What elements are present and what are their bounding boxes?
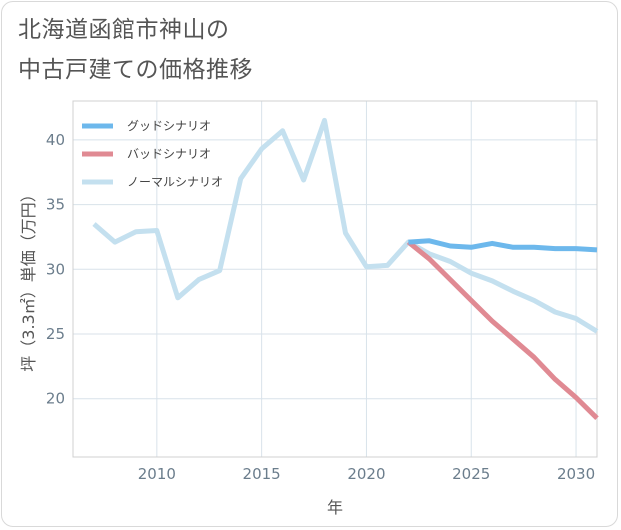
- legend-label: グッドシナリオ: [127, 119, 211, 133]
- series-line-0: [408, 238, 598, 253]
- x-tick-label: 2015: [243, 465, 281, 483]
- y-tick-label: 25: [46, 325, 65, 343]
- x-axis-label: 年: [327, 498, 343, 517]
- legend-label: ノーマルシナリオ: [127, 175, 223, 189]
- plot-area: [72, 100, 598, 458]
- series-layer: [92, 117, 599, 420]
- y-axis-label: 坪（3.3㎡）単価（万円）: [19, 186, 38, 371]
- y-tick-label: 40: [46, 131, 65, 149]
- series-line-1: [406, 240, 599, 420]
- x-tick-label: 2025: [452, 465, 490, 483]
- y-tick-label: 30: [46, 260, 65, 278]
- x-tick-label: 2030: [557, 465, 595, 483]
- x-tick-label: 2020: [347, 465, 385, 483]
- legend-label: バッドシナリオ: [127, 147, 211, 161]
- y-tick-label: 20: [46, 390, 65, 408]
- chart-title-line-2: 中古戸建ての価格推移: [18, 57, 253, 83]
- chart-title-line-1: 北海道函館市神山の: [18, 17, 230, 43]
- y-tick-label: 35: [46, 196, 65, 214]
- grid: [73, 101, 597, 457]
- x-tick-label: 2010: [138, 465, 176, 483]
- series-line-2: [92, 117, 599, 334]
